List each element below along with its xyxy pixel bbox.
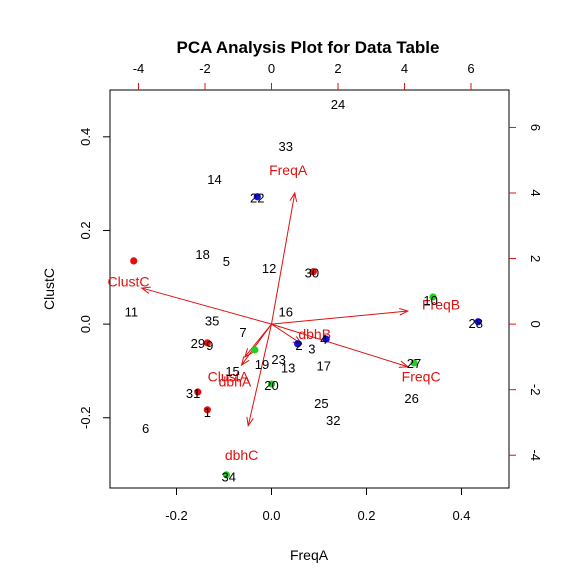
loading-label: ClustA [208,369,250,385]
observation-label: 20 [264,378,278,393]
group-point [309,268,317,276]
group-point [410,359,418,367]
top-tick-label: 2 [334,61,341,76]
loading-arrowhead [240,356,250,367]
group-point [294,340,302,348]
loading-arrow-clusta [241,323,272,366]
y-tick-label: -0.2 [78,407,93,429]
right-tick-label: -2 [528,384,543,396]
group-point [194,388,202,396]
loading-arrow-freqa [271,192,296,325]
loading-label: ClustC [108,274,150,290]
group-point [253,193,261,201]
top-tick-label: 4 [401,61,408,76]
right-tick-label: -4 [528,449,543,461]
observation-label: 26 [404,391,418,406]
group-point [474,318,482,326]
observation-label: 19 [255,357,269,372]
x-tick-label: 0.2 [357,508,375,523]
loading-arrowhead [246,416,254,428]
group-point [429,293,437,301]
group-point [130,257,138,265]
observation-label: 1 [204,405,211,420]
observation-label: 31 [186,386,200,401]
observation-label: 16 [279,304,293,319]
group-point [203,406,211,414]
right-tick-label: 2 [528,255,543,262]
x-tick-label: 0.0 [262,508,280,523]
observation-label: 25 [314,396,328,411]
observation-label: 3 [308,341,315,356]
colored-points-layer [130,193,482,479]
top-tick-label: 6 [467,61,474,76]
chart-title: PCA Analysis Plot for Data Table [177,38,440,57]
observation-label: 35 [205,313,219,328]
loading-label: FreqB [422,296,460,312]
x-tick-label: 0.4 [452,508,470,523]
loading-arrowhead [289,191,298,202]
observation-label: 12 [262,261,276,276]
loading-label: FreqA [269,162,308,178]
observation-label: 23 [271,352,285,367]
group-point [222,471,230,479]
observation-label: 6 [142,421,149,436]
group-point [267,380,276,388]
group-point [203,339,211,347]
observation-label: 24 [331,97,345,112]
observation-label: 29 [191,336,205,351]
loading-arrowhead [399,308,410,316]
observation-label: 18 [195,247,209,262]
top-tick-label: -2 [199,61,211,76]
observation-label: 27 [407,356,421,371]
y-axis-label: ClustC [41,268,57,310]
observation-label: 28 [469,316,483,331]
axes-layer: -0.2 0.0 0.2 0.4-0.20.00.20.4-4 -2 0 2 4 6-4-202… [78,61,543,523]
y-tick-label: 0.0 [78,315,93,333]
loading-arrow-freqb [271,310,408,325]
loading-label: FreqC [402,369,441,385]
loading-label: dbhC [225,447,258,463]
observation-label: 15 [225,364,239,379]
observation-label: 7 [239,325,246,340]
loading-arrowhead [398,360,410,368]
group-point [322,335,330,343]
observation-label: 30 [305,266,319,281]
observation-label: 34 [222,469,236,484]
right-tick-label: 0 [528,321,543,328]
right-tick-label: 4 [528,189,543,196]
observation-label: 2 [295,338,302,353]
loading-arrow-freqc [271,323,408,368]
observation-label: 9 [206,338,213,353]
observation-label: 33 [279,139,293,154]
loading-arrow-dbhc [247,324,272,426]
x-tick-label: -0.2 [165,508,187,523]
observation-label: 13 [281,361,295,376]
loading-arrow-clustc [141,287,272,325]
observation-label: 17 [317,358,331,373]
observation-label: 5 [223,254,230,269]
observation-label: 22 [250,191,264,206]
observation-label: 32 [326,413,340,428]
observation-label: 4 [320,332,327,347]
observation-label: 14 [207,172,221,187]
group-point [251,346,259,354]
observation-label: 10 [423,293,437,308]
observation-label: 11 [125,304,139,319]
top-tick-label: 0 [268,61,275,76]
right-tick-label: 6 [528,124,543,131]
y-tick-label: 0.4 [78,128,93,146]
plot-frame [109,89,510,489]
y-tick-label: 0.2 [78,221,93,239]
top-tick-label: -4 [133,61,145,76]
loading-arrowhead [140,286,151,294]
x-axis-label: FreqA [290,547,329,563]
loading-label: dbhA [219,373,252,389]
